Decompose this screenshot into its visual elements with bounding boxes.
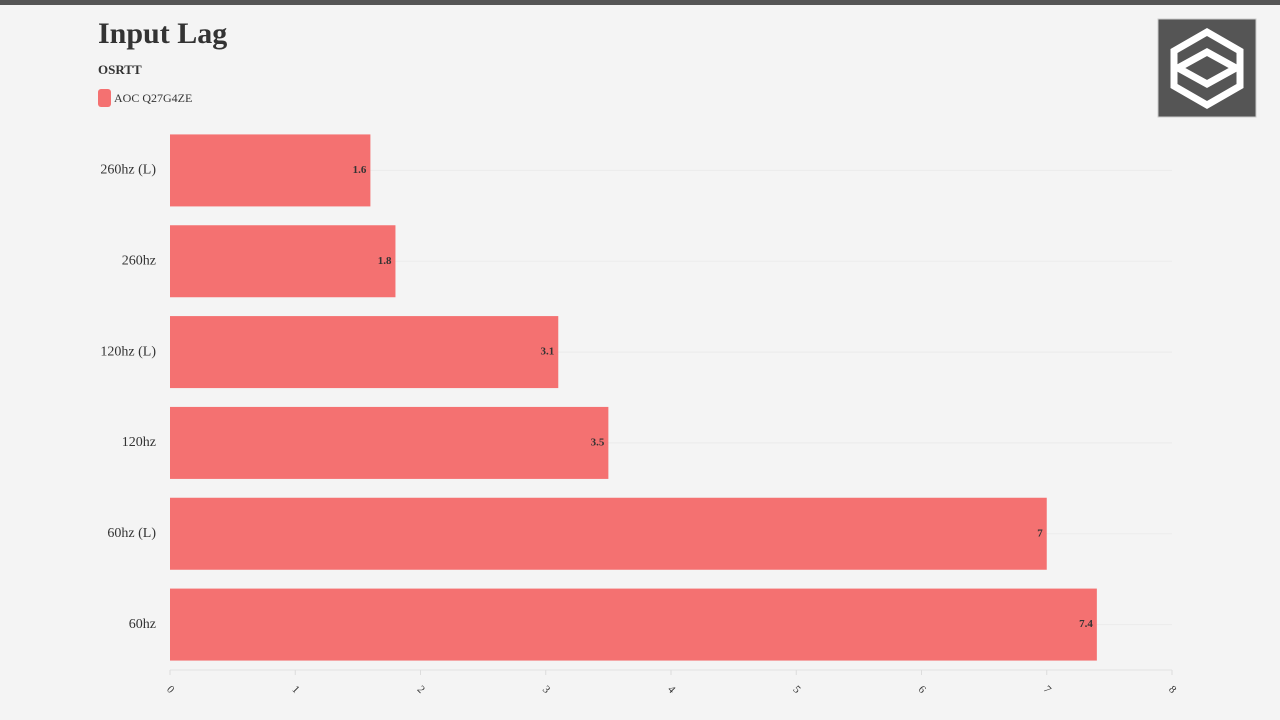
y-tick-label: 260hz (L) bbox=[100, 163, 156, 178]
value-label: 1.6 bbox=[353, 164, 367, 176]
x-tick-label: 6 bbox=[916, 683, 929, 696]
y-tick-label: 120hz bbox=[122, 435, 156, 450]
value-label: 1.8 bbox=[378, 255, 392, 267]
logo-inner bbox=[1170, 48, 1244, 88]
x-tick-label: 2 bbox=[415, 683, 427, 695]
chart-subtitle: OSRTT bbox=[98, 62, 142, 77]
y-tick-label: 60hz (L) bbox=[107, 526, 156, 541]
legend-swatch bbox=[98, 89, 111, 107]
logo-hex bbox=[1170, 27, 1244, 110]
logo bbox=[1157, 18, 1257, 118]
x-tick-label: 5 bbox=[790, 683, 803, 696]
x-tick-label: 1 bbox=[289, 683, 301, 695]
y-tick-label: 260hz bbox=[122, 253, 156, 268]
value-label: 7 bbox=[1037, 527, 1043, 539]
x-tick-label: 4 bbox=[665, 683, 678, 696]
top-bar bbox=[0, 0, 1280, 5]
bar bbox=[170, 316, 559, 389]
x-tick-label: 7 bbox=[1041, 683, 1054, 696]
bar bbox=[170, 588, 1097, 661]
value-label: 3.1 bbox=[541, 346, 555, 358]
bar bbox=[170, 225, 396, 298]
bar bbox=[170, 497, 1047, 570]
y-tick-label: 60hz bbox=[129, 617, 156, 632]
legend-label: AOC Q27G4ZE bbox=[114, 91, 192, 105]
x-tick-label: 3 bbox=[540, 683, 553, 696]
value-label: 7.4 bbox=[1079, 618, 1093, 630]
x-tick-label: 0 bbox=[164, 683, 177, 696]
chart-title: Input Lag bbox=[98, 17, 227, 50]
value-label: 3.5 bbox=[591, 436, 605, 448]
x-tick-label: 8 bbox=[1166, 683, 1179, 696]
y-tick-label: 120hz (L) bbox=[100, 344, 156, 359]
bar bbox=[170, 134, 371, 207]
bar bbox=[170, 406, 609, 479]
